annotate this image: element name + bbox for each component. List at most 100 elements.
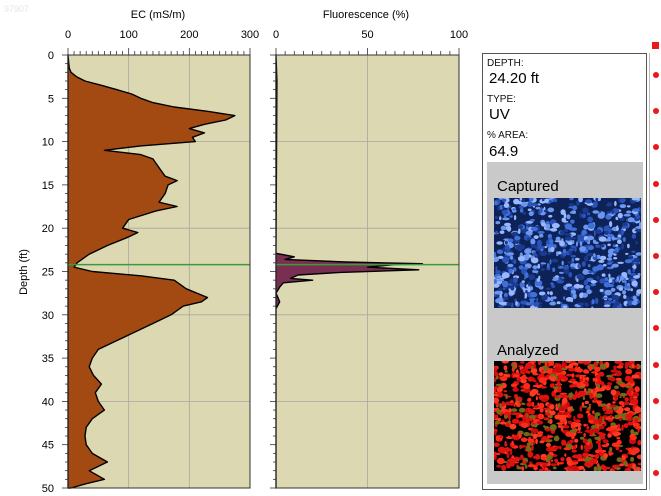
texture-speck [612, 263, 619, 268]
captured-title: Captured [497, 178, 559, 195]
texture-speck [609, 257, 612, 261]
analyzed-image[interactable] [494, 361, 641, 471]
texture-speck [508, 408, 512, 413]
data-series-area [67, 54, 236, 489]
texture-speck [555, 446, 560, 449]
texture-speck [497, 446, 506, 454]
texture-speck [582, 268, 589, 275]
texture-speck [576, 241, 578, 247]
texture-speck [494, 418, 502, 421]
texture-speck [530, 238, 536, 245]
texture-speck [546, 362, 549, 368]
texture-speck [533, 235, 539, 239]
texture-speck [561, 397, 568, 404]
depth-marker[interactable] [653, 180, 659, 187]
texture-speck [582, 207, 589, 214]
texture-speck [512, 283, 520, 286]
depth-marker[interactable] [653, 216, 659, 223]
texture-speck [537, 245, 545, 250]
texture-speck [557, 412, 564, 415]
texture-speck [627, 269, 631, 275]
texture-speck [596, 361, 600, 364]
texture-speck [499, 216, 502, 221]
texture-speck [552, 276, 557, 279]
depth-marker[interactable] [653, 72, 659, 78]
texture-speck [607, 260, 615, 264]
texture-speck [601, 386, 608, 390]
texture-speck [575, 368, 583, 373]
texture-speck [547, 409, 550, 414]
texture-speck [526, 202, 535, 207]
texture-speck [595, 377, 598, 383]
texture-speck [603, 453, 608, 459]
texture-speck [633, 275, 640, 279]
depth-marker[interactable] [653, 434, 659, 440]
texture-speck [541, 295, 548, 301]
texture-speck [518, 265, 524, 270]
depth-marker-bar[interactable] [649, 53, 661, 490]
texture-speck [530, 226, 538, 232]
texture-speck [494, 397, 500, 404]
texture-speck [603, 281, 611, 288]
texture-speck [614, 200, 617, 207]
depth-marker[interactable] [653, 144, 659, 151]
texture-speck [526, 363, 533, 365]
texture-speck [601, 273, 606, 277]
texture-speck [553, 198, 558, 203]
texture-speck [595, 229, 602, 235]
depth-marker[interactable] [653, 108, 659, 115]
scroll-top-marker[interactable] [652, 42, 659, 49]
texture-speck [579, 436, 585, 440]
texture-speck [528, 415, 536, 419]
texture-speck [632, 208, 640, 212]
texture-speck [553, 367, 562, 374]
texture-speck [525, 302, 532, 306]
texture-speck [564, 233, 572, 236]
texture-speck [512, 434, 515, 437]
texture-speck [571, 434, 575, 440]
texture-speck [619, 463, 624, 467]
texture-speck [534, 279, 543, 287]
texture-speck [608, 278, 613, 283]
texture-speck [533, 379, 537, 383]
texture-speck [522, 300, 528, 304]
texture-speck [586, 289, 592, 295]
y-tick-label: 40 [42, 396, 54, 408]
texture-speck [509, 400, 514, 403]
texture-speck [541, 222, 546, 227]
texture-speck [562, 265, 569, 270]
captured-image[interactable] [494, 198, 641, 308]
texture-speck [579, 246, 586, 252]
texture-speck [572, 378, 575, 383]
texture-speck [543, 417, 550, 421]
texture-speck [578, 198, 583, 203]
texture-speck [584, 438, 588, 444]
texture-speck [632, 422, 640, 426]
texture-speck [565, 431, 573, 437]
texture-speck [498, 305, 505, 308]
depth-marker[interactable] [653, 361, 659, 368]
texture-speck [623, 213, 631, 217]
texture-speck [518, 228, 521, 234]
depth-marker[interactable] [653, 397, 659, 404]
texture-speck [574, 422, 582, 426]
texture-speck [561, 278, 564, 282]
texture-speck [625, 468, 631, 471]
depth-marker[interactable] [653, 253, 659, 259]
texture-speck [551, 452, 554, 456]
texture-speck [600, 244, 605, 248]
depth-marker[interactable] [653, 289, 659, 296]
texture-speck [564, 453, 567, 457]
texture-speck [598, 371, 605, 377]
depth-marker[interactable] [653, 470, 659, 477]
texture-speck [550, 362, 554, 366]
depth-marker[interactable] [653, 325, 659, 332]
texture-speck [494, 251, 497, 258]
texture-speck [501, 361, 510, 364]
texture-speck [618, 287, 623, 291]
texture-speck [591, 371, 598, 374]
texture-speck [525, 417, 528, 422]
y-tick-label: 30 [42, 310, 54, 322]
texture-speck [578, 465, 585, 470]
texture-speck [598, 236, 607, 242]
